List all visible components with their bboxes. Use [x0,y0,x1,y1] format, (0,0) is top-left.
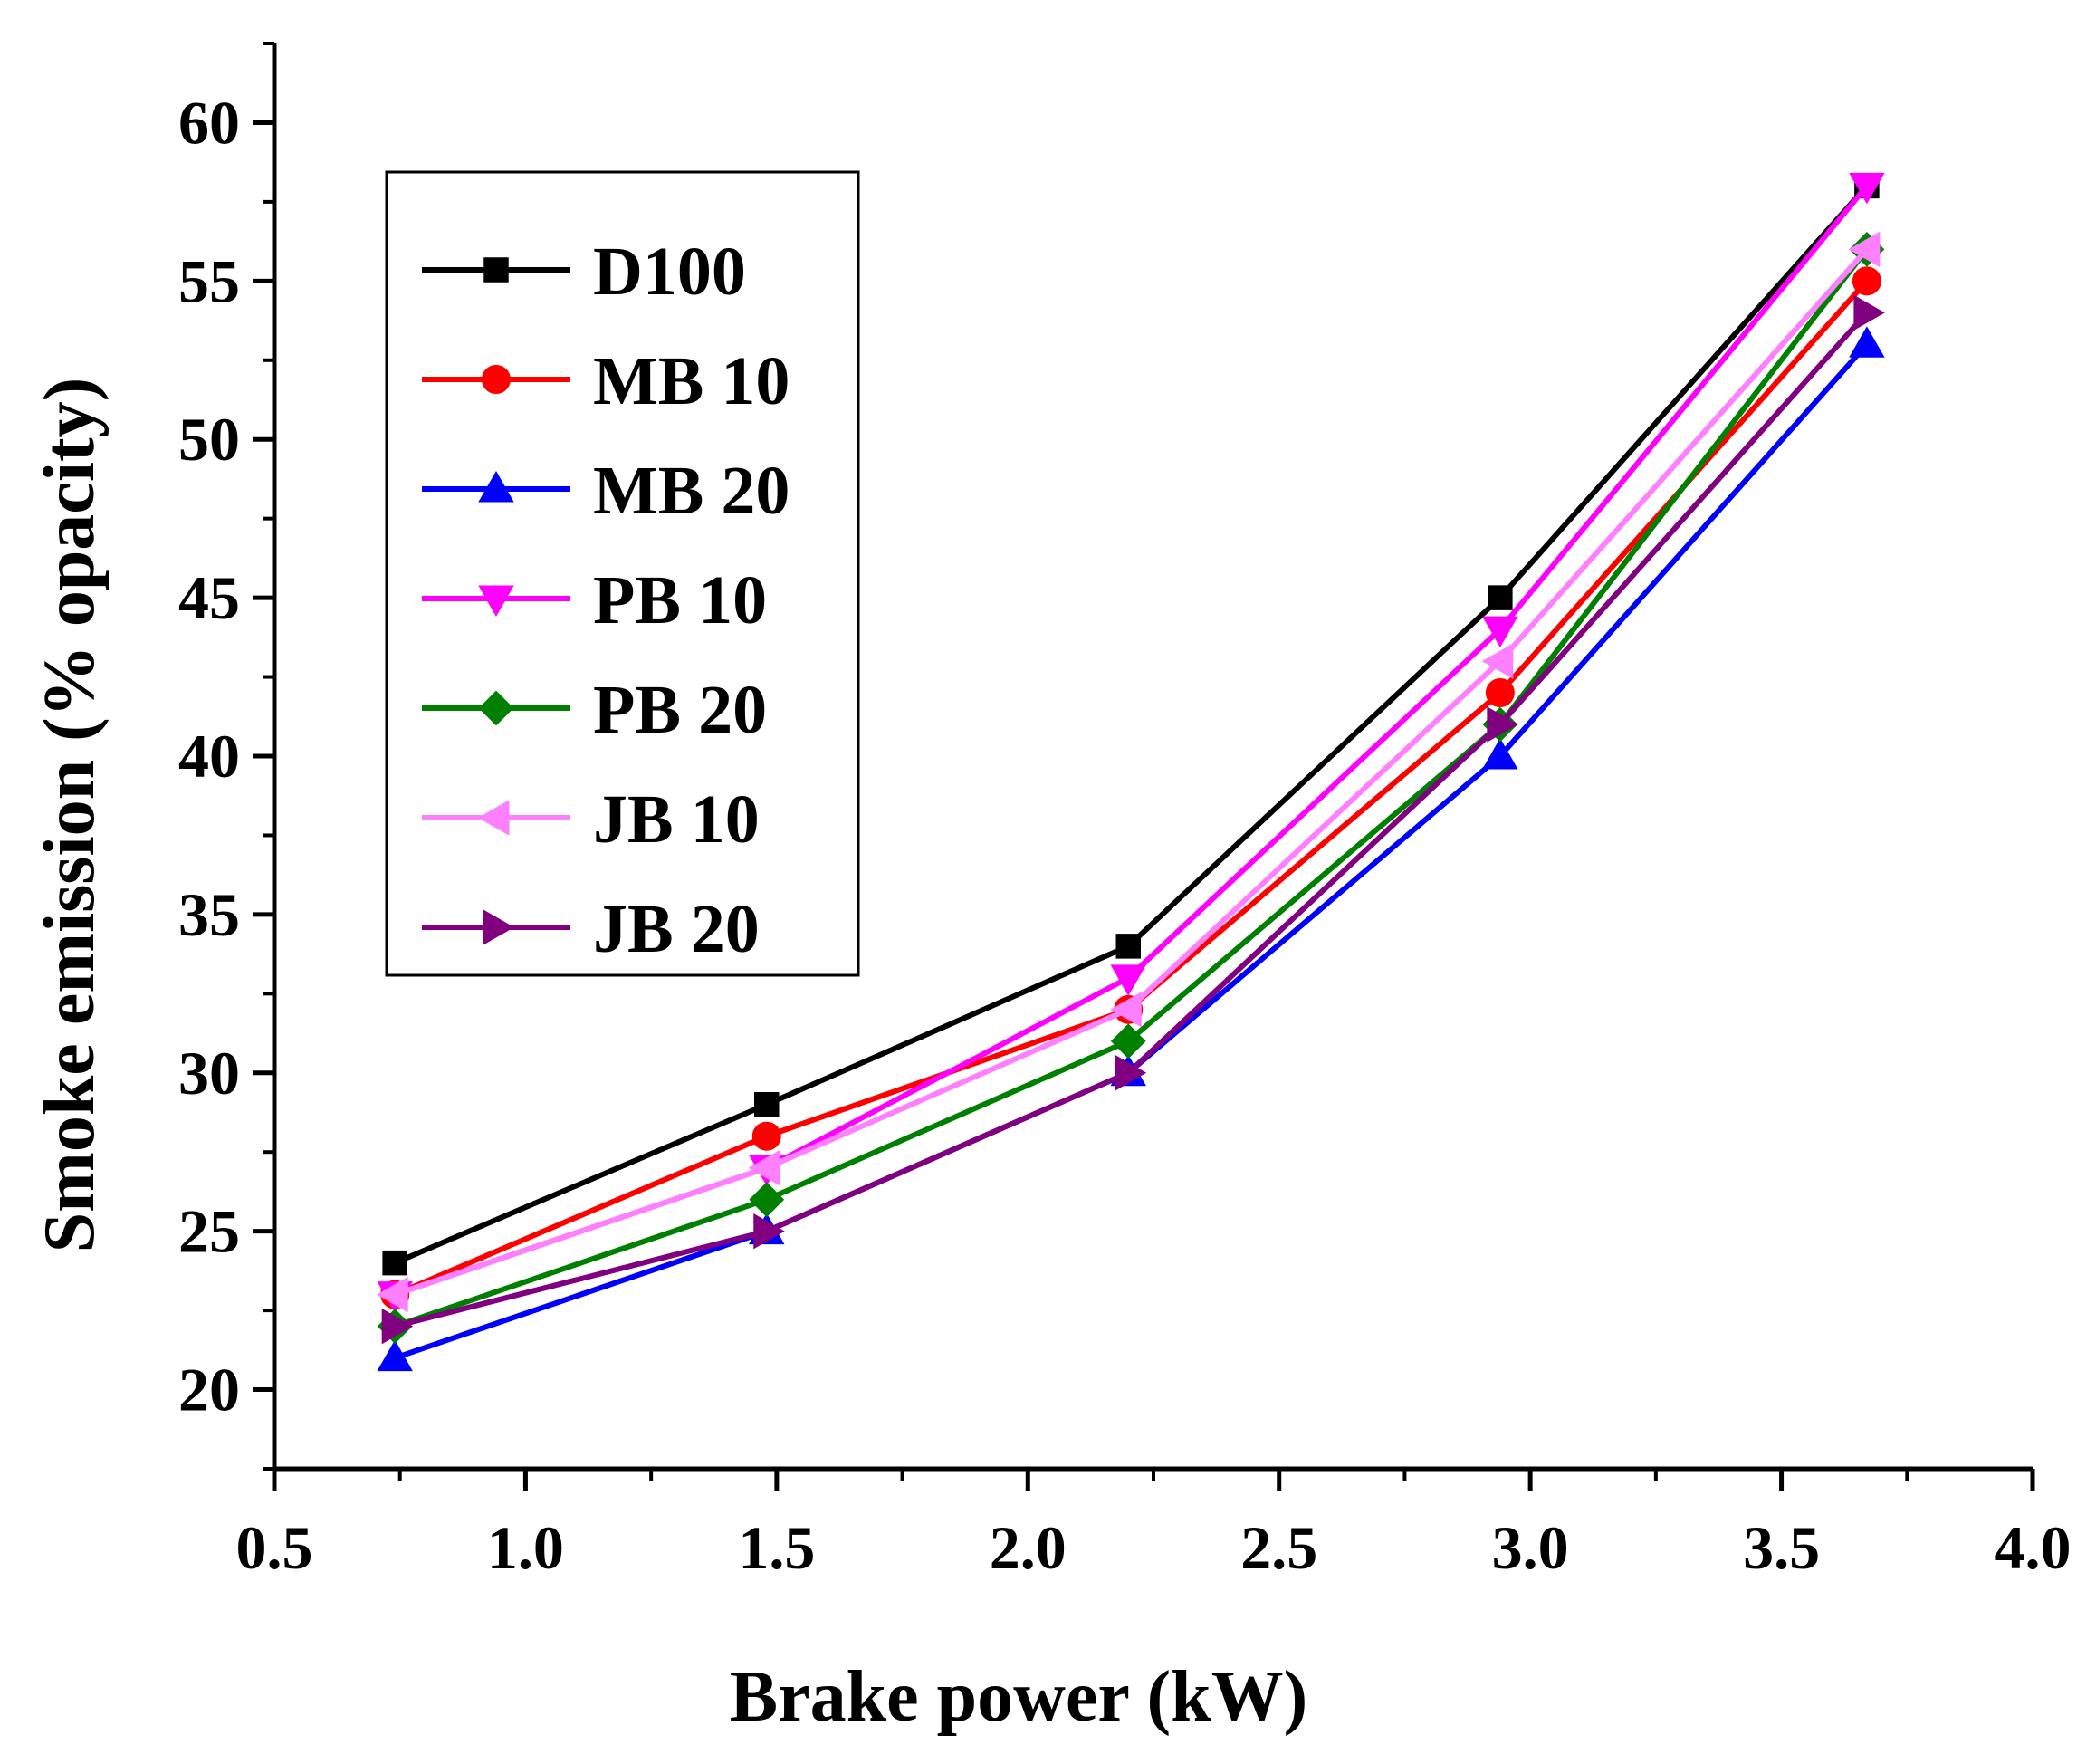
legend-marker-jb20 [483,909,515,945]
legend-label-jb10: JB 10 [593,781,760,858]
data-point-jb20 [753,1213,785,1250]
legend-label-pb10: PB 10 [593,562,767,638]
y-axis-ticks: 20 25 30 35 40 45 50 55 60 [178,42,274,1471]
data-point-d100 [754,1092,780,1117]
data-point-mb20 [1849,326,1885,358]
data-point-jb10 [1110,992,1142,1028]
x-tick-label: 1.5 [738,1513,815,1582]
y-tick-label: 60 [178,88,240,157]
y-tick-label: 45 [178,563,240,632]
data-point-pb10 [1849,172,1885,205]
x-tick-label: 1.0 [487,1513,564,1582]
y-axis-title: Smoke emission (% opacity) [30,378,110,1253]
x-tick-label: 4.0 [1995,1513,2072,1582]
legend-marker-jb10 [477,800,510,836]
x-axis-title: Brake power (kW) [730,1657,1307,1737]
data-point-jb10 [1848,231,1881,268]
data-point-jb20 [1487,706,1518,743]
legend-marker-mb10 [482,365,511,394]
legend-label-jb20: JB 20 [593,891,760,967]
y-tick-label: 20 [178,1356,240,1424]
x-tick-label: 2.5 [1240,1513,1317,1582]
data-point-pb20 [1110,1023,1146,1059]
x-tick-label: 2.0 [990,1513,1067,1582]
series-jb10 [377,231,1881,1313]
x-tick-label: 3.5 [1743,1513,1820,1582]
legend-marker-pb20 [478,690,514,726]
data-point-d100 [1115,934,1142,959]
y-tick-label: 35 [178,880,240,949]
legend-marker-d100 [483,257,509,283]
legend-label-mb10: MB 10 [593,343,790,419]
data-point-jb20 [381,1308,414,1345]
data-point-mb10 [1852,266,1881,296]
legend-box [385,170,860,977]
legend-marker-mb20 [478,470,514,503]
legend-label-pb20: PB 20 [593,672,767,748]
data-point-jb20 [1853,294,1885,331]
x-tick-label: 0.5 [236,1513,313,1582]
data-point-mb10 [1485,678,1515,708]
series-layer [377,172,1885,1372]
y-tick-label: 50 [178,405,240,474]
x-axis-ticks: 0.5 1.0 1.5 2.0 2.5 3.0 3.5 4.0 [236,1469,2072,1582]
data-point-jb20 [1115,1055,1147,1091]
x-tick-label: 3.0 [1492,1513,1569,1582]
data-point-pb10 [1110,964,1146,996]
data-point-mb20 [1482,737,1518,770]
data-point-pb20 [749,1182,785,1218]
y-tick-label: 40 [178,722,240,791]
series-jb20 [381,294,1885,1345]
data-point-jb10 [748,1149,780,1186]
legend: D100 MB 10 MB 20 PB 10 PB 20 JB 10 JB 20 [385,170,860,977]
data-point-mb10 [751,1121,781,1151]
data-point-jb10 [1481,643,1514,679]
data-point-mb20 [377,1339,413,1372]
data-point-d100 [382,1250,407,1276]
y-tick-label: 55 [178,246,240,315]
data-point-d100 [1488,585,1513,610]
y-tick-label: 30 [178,1039,240,1107]
data-point-jb10 [377,1276,408,1313]
legend-label-d100: D100 [593,234,746,310]
y-tick-label: 25 [178,1197,240,1266]
data-point-pb10 [1482,616,1518,648]
legend-marker-pb10 [478,585,514,618]
legend-label-mb20: MB 20 [593,453,790,529]
